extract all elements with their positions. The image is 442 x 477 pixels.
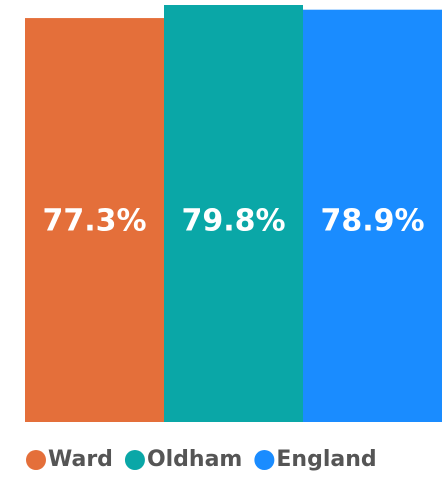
bar — [303, 9, 442, 423]
value-label: 77.3% — [42, 204, 146, 239]
bar — [164, 5, 303, 422]
legend-marker — [26, 450, 46, 470]
legend-marker — [124, 450, 145, 470]
legend-label: England — [276, 447, 376, 472]
legend-label: Oldham — [147, 447, 242, 472]
value-label: 79.8% — [181, 204, 285, 239]
legend-label: Ward — [48, 447, 113, 472]
bar — [25, 18, 164, 423]
legend-marker — [254, 450, 275, 470]
value-label: 78.9% — [320, 204, 424, 239]
